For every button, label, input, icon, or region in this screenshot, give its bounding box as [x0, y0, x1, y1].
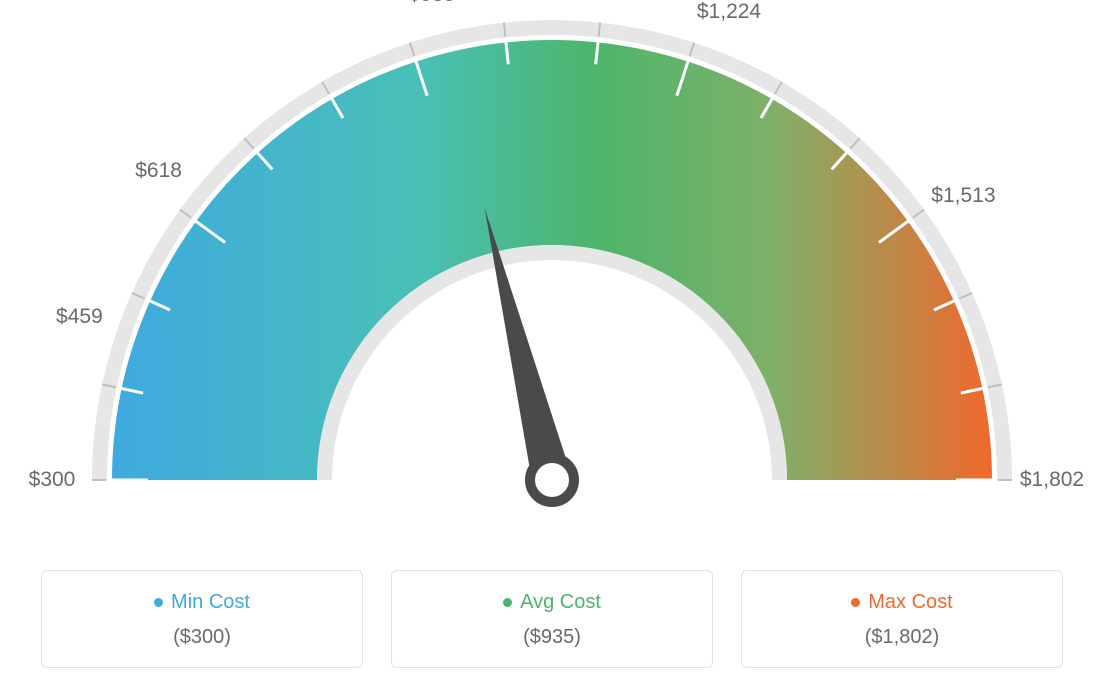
gauge-tick-label: $1,802: [1020, 468, 1084, 492]
legend-dot-min: [154, 598, 163, 607]
gauge-tick-label: $300: [29, 468, 76, 492]
legend-label-avg: Avg Cost: [520, 591, 601, 614]
gauge-svg: [22, 20, 1082, 540]
gauge-tick-label: $459: [56, 305, 103, 329]
legend-card-max: Max Cost ($1,802): [741, 570, 1063, 668]
legend-value-avg: ($935): [392, 626, 712, 649]
legend-label-min: Min Cost: [171, 591, 250, 614]
legend-value-min: ($300): [42, 626, 362, 649]
legend-dot-avg: [503, 598, 512, 607]
gauge-chart: $300$459$618$935$1,224$1,513$1,802: [22, 20, 1082, 540]
legend-card-min: Min Cost ($300): [41, 570, 363, 668]
legend-title-min: Min Cost: [154, 591, 250, 614]
legend-value-max: ($1,802): [742, 626, 1062, 649]
legend-label-max: Max Cost: [868, 591, 952, 614]
legend-title-max: Max Cost: [851, 591, 952, 614]
legend-title-avg: Avg Cost: [503, 591, 601, 614]
gauge-tick-label: $1,224: [697, 0, 761, 24]
gauge-tick-label: $935: [409, 0, 456, 7]
gauge-tick-label: $1,513: [931, 184, 995, 208]
legend: Min Cost ($300) Avg Cost ($935) Max Cost…: [41, 570, 1063, 668]
legend-dot-max: [851, 598, 860, 607]
gauge-tick-label: $618: [135, 159, 182, 183]
legend-card-avg: Avg Cost ($935): [391, 570, 713, 668]
